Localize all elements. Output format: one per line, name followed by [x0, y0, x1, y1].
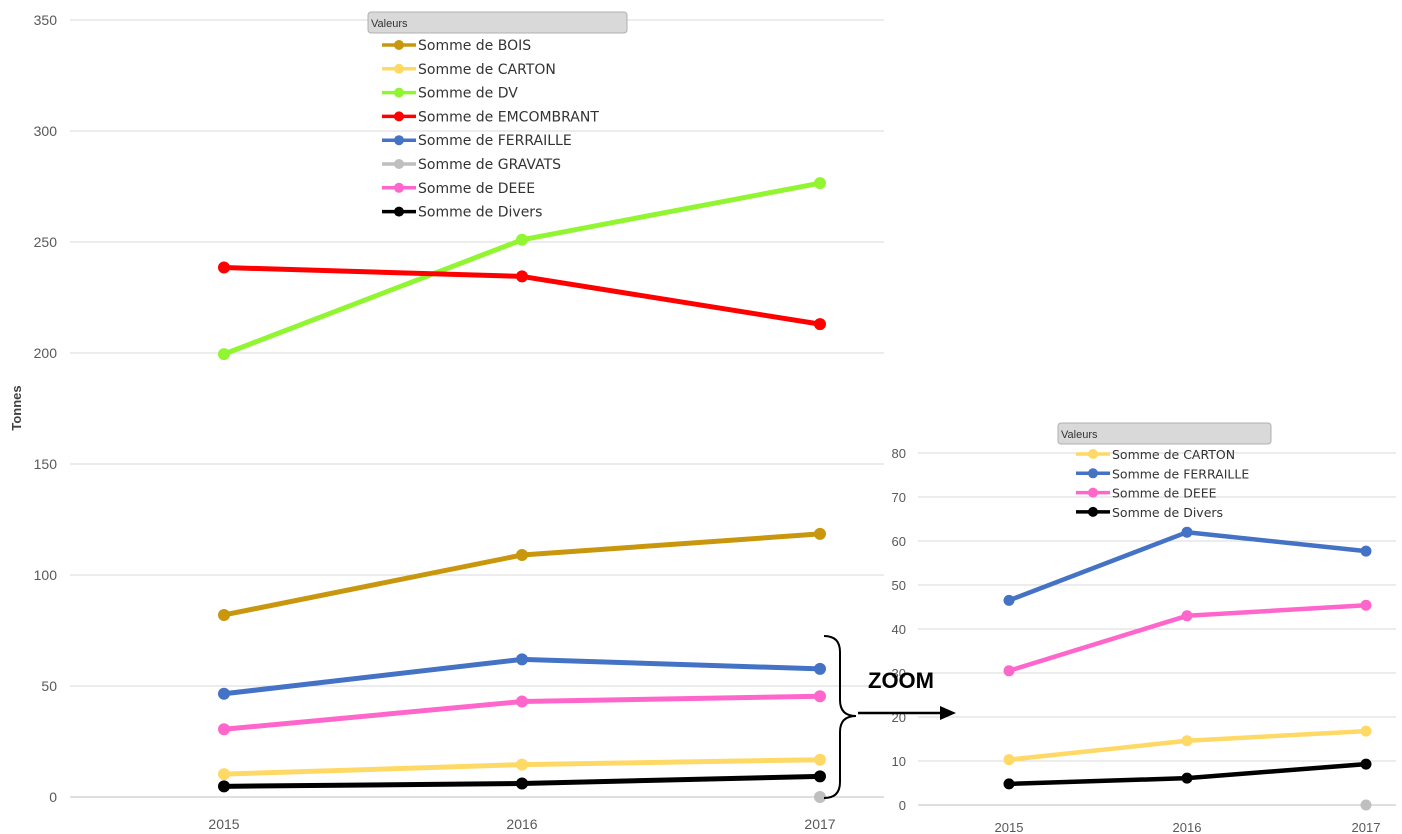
legend-swatch-marker	[394, 135, 404, 146]
series-line	[221, 531, 823, 618]
y-tick-label: 70	[892, 490, 906, 505]
main-chart: 0 50 100 150 200 250 300 350 2015 2016 2017 Tonnes V…	[9, 11, 884, 832]
data-point	[814, 791, 826, 803]
legend-entry-label: Somme de Divers	[418, 205, 542, 221]
legend-entry-label: Somme de DEEE	[1112, 486, 1217, 501]
series-line	[1006, 529, 1369, 603]
legend-swatch-marker	[394, 40, 404, 50]
data-point	[516, 695, 528, 708]
legend-swatch-marker	[394, 111, 404, 122]
legend-header	[1057, 422, 1272, 445]
data-point	[814, 753, 826, 766]
y-tick-label: 80	[892, 446, 906, 461]
y-tick-label: 30	[892, 666, 906, 681]
data-point	[1181, 735, 1193, 747]
data-point	[218, 608, 230, 621]
data-point	[1003, 778, 1015, 790]
y-tick-label: 0	[49, 789, 57, 805]
legend-entry-label: Somme de CARTON	[418, 62, 556, 78]
legend-swatch-marker	[1088, 487, 1098, 498]
legend-entry-label: Somme de FERRAILLE	[1112, 466, 1249, 481]
data-point	[814, 177, 826, 190]
data-point	[218, 768, 230, 781]
legend-entry-label: Somme de CARTON	[1112, 447, 1235, 462]
data-point	[1181, 610, 1193, 622]
y-tick-label: 350	[34, 12, 58, 28]
x-tick-label: 2016	[506, 816, 537, 832]
y-tick-label: 0	[899, 798, 906, 813]
legend-entry-label: Somme de BOIS	[418, 38, 531, 54]
y-tick-label: 50	[892, 578, 906, 593]
legend-header-label: Valeurs	[1061, 429, 1098, 441]
legend-swatch-marker	[1088, 468, 1098, 479]
x-tick-label: 2017	[804, 816, 835, 832]
data-point	[1181, 526, 1193, 538]
zoom-annotation: ZOOM	[823, 635, 956, 799]
data-point	[516, 270, 528, 283]
x-tick-label: 2017	[1352, 820, 1381, 834]
data-point	[1360, 545, 1372, 557]
x-tick-label: 2016	[1173, 820, 1202, 834]
legend-entry-label: Somme de DEEE	[418, 181, 535, 197]
legend-entry-label: Somme de Divers	[1112, 505, 1223, 520]
zoom-brace	[823, 635, 857, 799]
data-point	[1360, 758, 1372, 770]
y-tick-label: 150	[34, 456, 58, 472]
data-point	[218, 780, 230, 793]
zoom-arrow-head	[940, 706, 956, 720]
data-point	[814, 690, 826, 703]
x-tick-label: 2015	[995, 820, 1024, 834]
data-point	[814, 770, 826, 783]
data-point	[1360, 799, 1372, 811]
data-point	[516, 233, 528, 246]
data-point	[516, 777, 528, 790]
y-tick-label: 40	[892, 622, 906, 637]
legend-swatch-marker	[394, 182, 404, 193]
y-tick-label: 250	[34, 234, 58, 250]
legend-swatch-marker	[394, 206, 404, 217]
data-point	[218, 723, 230, 736]
data-point	[814, 527, 826, 540]
legend-entry-label: Somme de GRAVATS	[418, 157, 561, 173]
data-point	[1181, 772, 1193, 784]
y-tick-label: 200	[34, 345, 58, 361]
data-point	[814, 318, 826, 331]
y-tick-label: 100	[34, 567, 58, 583]
legend-swatch-marker	[394, 87, 404, 98]
x-tick-label: 2015	[208, 816, 239, 832]
data-point	[218, 348, 230, 361]
legend-swatch-marker	[1088, 506, 1098, 517]
data-point	[218, 687, 230, 700]
legend-swatch-marker	[1088, 449, 1098, 459]
y-tick-label: 300	[34, 123, 58, 139]
y-tick-label: 60	[892, 534, 906, 549]
legend-header	[367, 11, 628, 34]
data-point	[1003, 594, 1015, 606]
y-tick-label: 10	[892, 754, 906, 769]
legend-entry-label: Somme de FERRAILLE	[418, 133, 572, 149]
data-point	[516, 549, 528, 562]
data-point	[516, 653, 528, 666]
data-point	[814, 662, 826, 675]
data-point	[218, 261, 230, 274]
y-tick-label: 50	[41, 678, 57, 694]
legend-swatch-marker	[394, 159, 404, 169]
zoom-label: ZOOM	[868, 668, 934, 693]
data-point	[1003, 665, 1015, 677]
legend-header-label: Valeurs	[371, 18, 408, 30]
data-point	[516, 758, 528, 771]
data-point	[1003, 754, 1015, 766]
y-axis-label: Tonnes	[9, 385, 24, 430]
legend-entry-label: Somme de DV	[418, 86, 518, 102]
data-point	[1360, 725, 1372, 737]
data-point	[1360, 599, 1372, 611]
legend-swatch-marker	[394, 63, 404, 74]
legend-entry-label: Somme de EMCOMBRANT	[418, 109, 599, 125]
